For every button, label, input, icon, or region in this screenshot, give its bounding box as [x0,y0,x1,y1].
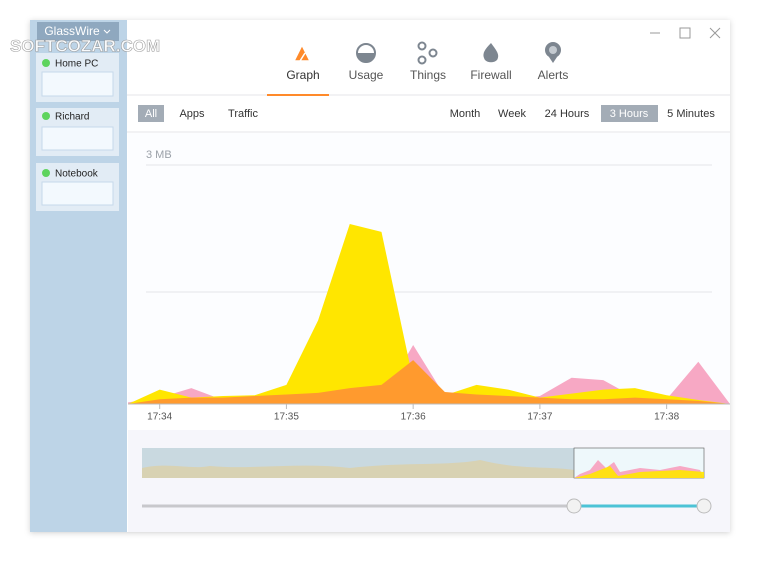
graph: 3 MB 17:34 17:35 17:36 17:37 17:38 [128,149,730,423]
filter[interactable]: Apps [179,108,205,120]
plot-area [128,133,730,404]
window-controls[interactable] [650,27,721,39]
area [128,360,730,404]
app-menu-label[interactable]: GlassWire [44,24,100,38]
x-tick-label: 17:34 [147,412,172,423]
range[interactable]: Month [450,108,481,120]
tab[interactable]: Graph [286,68,319,82]
overview-area [574,466,704,478]
watermark: SOFTCOZAR.COM [10,36,160,55]
tab[interactable]: Things [410,68,446,82]
x-tick-label: 17:38 [654,412,679,423]
y-tick-label: 3 MB [146,149,172,161]
range[interactable]: 5 Minutes [667,108,715,120]
area [128,345,730,404]
x-tick-label: 17:35 [274,412,299,423]
overview [128,430,730,532]
slider-handle[interactable] [566,498,582,514]
x-tick-label: 17:37 [527,412,552,423]
device-card[interactable] [36,163,119,211]
chevron [103,29,111,34]
filter[interactable]: All [145,108,157,120]
range[interactable]: 24 Hours [545,108,590,120]
range[interactable]: 3 Hours [610,108,649,120]
tab[interactable]: Usage [349,68,384,82]
tab[interactable]: Firewall [470,68,511,82]
device-card[interactable] [36,108,119,156]
sidebar [30,20,127,532]
device-name[interactable]: Home PC [55,59,98,70]
device-card[interactable] [36,53,119,102]
overview-area [142,460,574,478]
filter[interactable]: Traffic [228,108,258,120]
slider-handle[interactable] [696,498,712,514]
range[interactable]: Week [498,108,526,120]
filter-active[interactable] [138,105,164,122]
tab[interactable]: Alerts [538,68,569,82]
device-name[interactable]: Richard [55,112,89,123]
tab-icons[interactable] [292,41,561,65]
app-menu[interactable] [37,22,119,41]
range-active[interactable] [601,105,658,122]
device-name[interactable]: Notebook [55,169,99,180]
x-tick-label: 17:36 [401,412,426,423]
